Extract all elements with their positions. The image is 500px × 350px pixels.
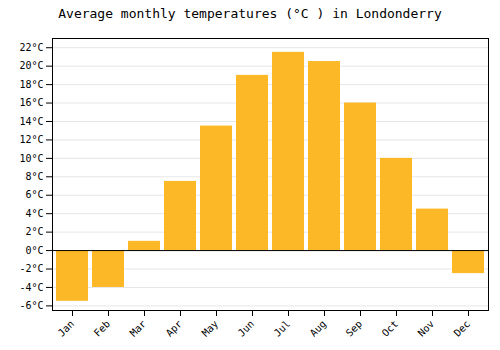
html-text:Average monthly temperatures (: Average monthly temperatures (°C ) in Lo… <box>58 6 442 21</box>
svg-text:10°C: 10°C <box>19 153 43 164</box>
svg-text:4°C: 4°C <box>25 208 43 219</box>
svg-text:6°C: 6°C <box>25 189 43 200</box>
svg-text:12°C: 12°C <box>19 134 43 145</box>
svg-text:Oct: Oct <box>380 318 401 339</box>
svg-text:0°C: 0°C <box>25 245 43 256</box>
svg-text:-6°C: -6°C <box>19 300 43 311</box>
svg-text:20°C: 20°C <box>19 60 43 71</box>
svg-text:Mar: Mar <box>128 318 149 339</box>
svg-text:16°C: 16°C <box>19 97 43 108</box>
svg-text:Feb: Feb <box>92 318 113 339</box>
svg-text:Aug: Aug <box>308 318 329 339</box>
svg-text:18°C: 18°C <box>19 79 43 90</box>
svg-text:Jan: Jan <box>56 318 77 339</box>
svg-text:-2°C: -2°C <box>19 263 43 274</box>
svg-text:Nov: Nov <box>416 318 437 339</box>
svg-text:Jun: Jun <box>236 318 257 339</box>
svg-text:Sep: Sep <box>344 318 365 339</box>
svg-text:8°C: 8°C <box>25 171 43 182</box>
svg-text:14°C: 14°C <box>19 116 43 127</box>
svg-text:Dec: Dec <box>452 318 473 339</box>
svg-text:Jul: Jul <box>272 318 293 339</box>
svg-text:2°C: 2°C <box>25 226 43 237</box>
svg-text:May: May <box>200 318 221 339</box>
svg-text:-4°C: -4°C <box>19 282 43 293</box>
svg-text:Apr: Apr <box>164 318 185 339</box>
svg-text:22°C: 22°C <box>19 42 43 53</box>
